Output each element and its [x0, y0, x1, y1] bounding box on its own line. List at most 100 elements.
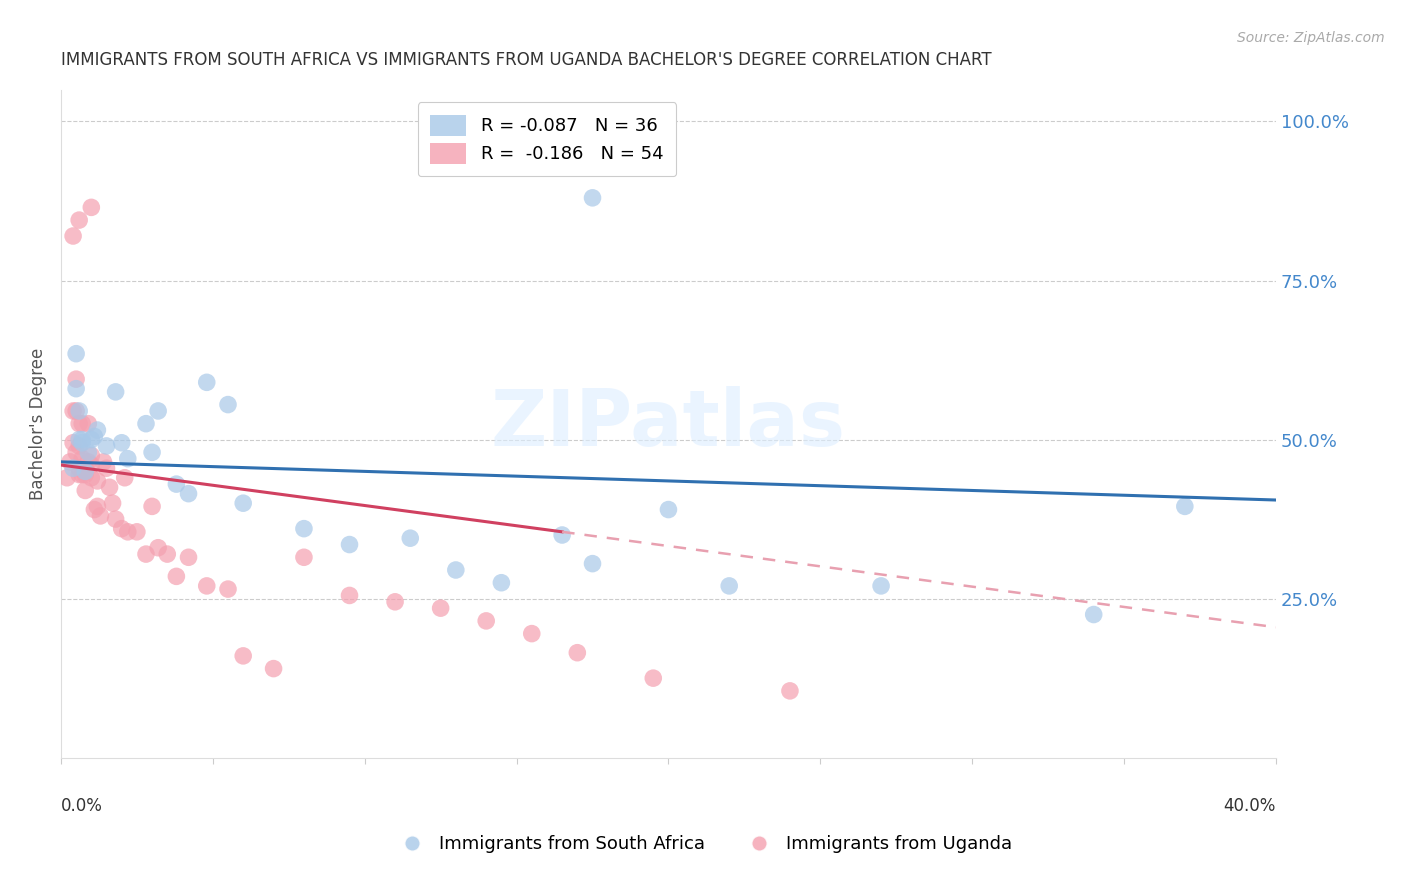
Point	[156, 547, 179, 561]
Point	[86, 500, 108, 514]
Point	[83, 429, 105, 443]
Point	[75, 461, 97, 475]
Point	[104, 512, 127, 526]
Text: 0.0%: 0.0%	[60, 797, 103, 814]
Point	[567, 646, 589, 660]
Point	[114, 471, 136, 485]
Point	[70, 433, 93, 447]
Point	[643, 671, 665, 685]
Point	[581, 191, 603, 205]
Point	[475, 614, 498, 628]
Point	[62, 229, 84, 244]
Point	[165, 477, 187, 491]
Point	[111, 522, 134, 536]
Point	[232, 648, 254, 663]
Point	[70, 467, 93, 482]
Legend: Immigrants from South Africa, Immigrants from Uganda: Immigrants from South Africa, Immigrants…	[387, 829, 1019, 861]
Point	[657, 502, 679, 516]
Point	[89, 508, 111, 523]
Point	[77, 455, 100, 469]
Point	[1083, 607, 1105, 622]
Point	[141, 500, 163, 514]
Point	[444, 563, 467, 577]
Point	[98, 480, 121, 494]
Point	[718, 579, 741, 593]
Point	[96, 439, 118, 453]
Point	[146, 404, 169, 418]
Point	[65, 347, 87, 361]
Point	[67, 461, 90, 475]
Point	[339, 537, 361, 551]
Point	[429, 601, 451, 615]
Text: Source: ZipAtlas.com: Source: ZipAtlas.com	[1237, 31, 1385, 45]
Text: 40.0%: 40.0%	[1223, 797, 1277, 814]
Point	[111, 435, 134, 450]
Point	[101, 496, 124, 510]
Point	[117, 524, 139, 539]
Point	[135, 547, 157, 561]
Point	[520, 626, 543, 640]
Point	[195, 579, 218, 593]
Point	[217, 398, 239, 412]
Text: IMMIGRANTS FROM SOUTH AFRICA VS IMMIGRANTS FROM UGANDA BACHELOR'S DEGREE CORRELA: IMMIGRANTS FROM SOUTH AFRICA VS IMMIGRAN…	[60, 51, 991, 69]
Point	[195, 376, 218, 390]
Point	[80, 471, 103, 485]
Point	[80, 449, 103, 463]
Point	[80, 200, 103, 214]
Point	[399, 531, 422, 545]
Point	[65, 404, 87, 418]
Point	[77, 445, 100, 459]
Point	[232, 496, 254, 510]
Point	[62, 461, 84, 475]
Point	[67, 467, 90, 482]
Point	[93, 455, 115, 469]
Point	[217, 582, 239, 596]
Point	[67, 417, 90, 431]
Point	[117, 451, 139, 466]
Y-axis label: Bachelor's Degree: Bachelor's Degree	[30, 348, 46, 500]
Point	[146, 541, 169, 555]
Point	[581, 557, 603, 571]
Point	[75, 483, 97, 498]
Point	[292, 522, 315, 536]
Point	[135, 417, 157, 431]
Point	[67, 213, 90, 227]
Point	[70, 435, 93, 450]
Point	[65, 382, 87, 396]
Point	[125, 524, 148, 539]
Point	[65, 445, 87, 459]
Point	[263, 662, 285, 676]
Point	[86, 474, 108, 488]
Point	[165, 569, 187, 583]
Point	[70, 417, 93, 431]
Point	[80, 458, 103, 472]
Point	[177, 550, 200, 565]
Point	[384, 595, 406, 609]
Point	[77, 417, 100, 431]
Point	[292, 550, 315, 565]
Legend: R = -0.087   N = 36, R =  -0.186   N = 54: R = -0.087 N = 36, R = -0.186 N = 54	[418, 102, 676, 177]
Point	[80, 433, 103, 447]
Text: ZIPatlas: ZIPatlas	[491, 385, 846, 462]
Point	[70, 451, 93, 466]
Point	[62, 435, 84, 450]
Point	[339, 589, 361, 603]
Point	[59, 455, 82, 469]
Point	[65, 372, 87, 386]
Point	[104, 384, 127, 399]
Point	[491, 575, 513, 590]
Point	[177, 486, 200, 500]
Point	[141, 445, 163, 459]
Point	[86, 423, 108, 437]
Point	[779, 684, 801, 698]
Point	[62, 404, 84, 418]
Point	[56, 471, 79, 485]
Point	[96, 461, 118, 475]
Point	[1174, 500, 1197, 514]
Point	[870, 579, 893, 593]
Point	[67, 433, 90, 447]
Point	[75, 467, 97, 482]
Point	[67, 404, 90, 418]
Point	[83, 502, 105, 516]
Point	[551, 528, 574, 542]
